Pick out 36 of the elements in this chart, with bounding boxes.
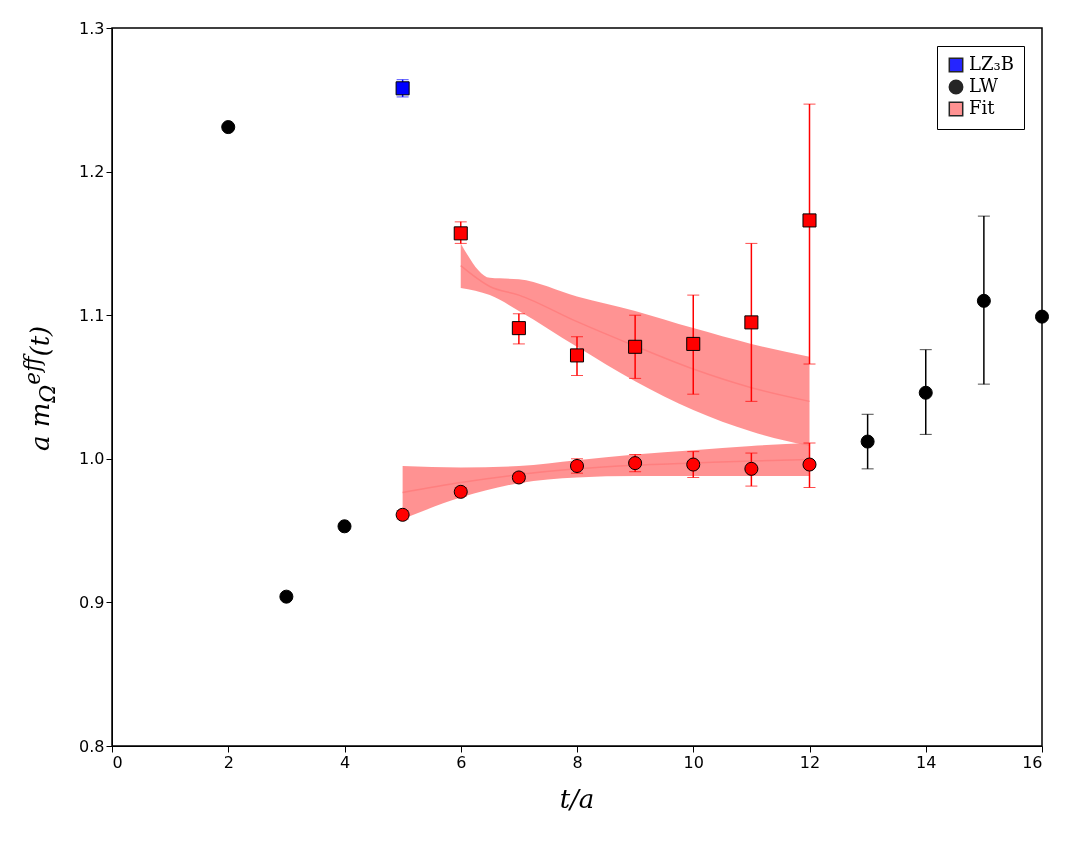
x-tick-label: 6 <box>456 752 467 772</box>
point <box>279 589 294 604</box>
x-tick-label: 10 <box>683 752 704 772</box>
point <box>802 457 817 472</box>
point <box>686 457 701 472</box>
point <box>744 461 759 476</box>
point <box>744 315 759 330</box>
point <box>569 348 585 363</box>
y-tick-label: 1.1 <box>79 305 105 325</box>
point <box>511 321 526 336</box>
y-tick-label: 1.2 <box>79 162 105 182</box>
point <box>628 339 643 354</box>
x-tick-label: 4 <box>339 752 351 772</box>
legend-label: LW <box>969 75 999 96</box>
x-axis-title: t/a <box>558 784 596 814</box>
point <box>976 293 991 308</box>
point <box>918 385 933 400</box>
x-tick-label: 14 <box>916 752 937 772</box>
y-tick-label: 1.0 <box>79 449 105 469</box>
y-tick-label: 0.9 <box>79 592 105 612</box>
legend-label: Fit <box>969 97 996 118</box>
point <box>221 120 236 135</box>
x-tick-label: 0 <box>112 752 123 772</box>
point <box>802 213 817 228</box>
x-tick-label: 16 <box>1022 752 1043 772</box>
y-tick-label: 1.3 <box>79 18 105 38</box>
point <box>1034 309 1050 324</box>
point <box>453 226 468 241</box>
x-tick-label: 12 <box>799 752 821 772</box>
point <box>337 519 352 534</box>
x-tick-label: 2 <box>223 752 234 772</box>
point <box>686 336 701 351</box>
x-tick-label: 8 <box>572 752 583 772</box>
point <box>860 434 875 449</box>
y-tick-label: 0.8 <box>79 736 105 756</box>
legend-label: LZ₃B <box>969 53 1014 74</box>
